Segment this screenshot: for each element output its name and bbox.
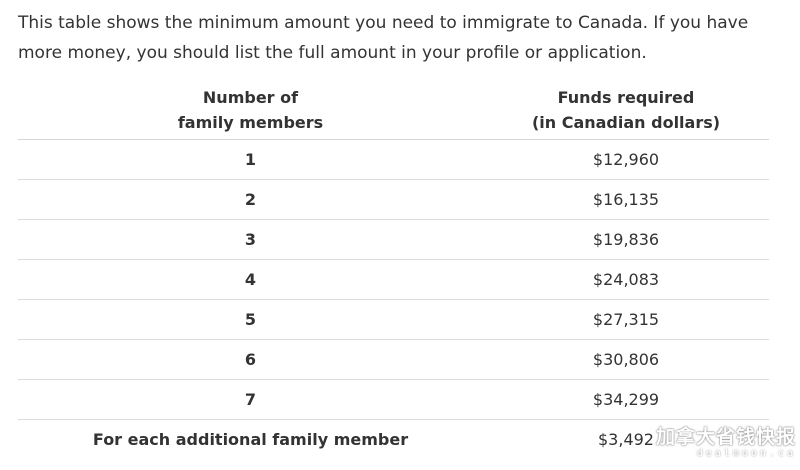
header-family-members-line1: Number of	[202, 88, 299, 107]
family-members-cell: 2	[18, 179, 483, 220]
funds-table: Number of family members Funds required …	[18, 81, 769, 459]
funds-required-cell: $27,315	[483, 299, 769, 340]
table-row: 1 $12,960	[18, 139, 769, 180]
funds-required-cell: $34,299	[483, 379, 769, 420]
family-members-cell: 5	[18, 299, 483, 340]
family-members-cell: 6	[18, 339, 483, 380]
header-funds-required-line2: (in Canadian dollars)	[531, 113, 721, 132]
header-family-members: Number of family members	[18, 81, 483, 140]
family-members-cell: 7	[18, 379, 483, 420]
table-row: 3 $19,836	[18, 219, 769, 260]
header-funds-required: Funds required (in Canadian dollars)	[483, 81, 769, 140]
table-row: 7 $34,299	[18, 379, 769, 420]
family-members-cell: 3	[18, 219, 483, 260]
intro-text: This table shows the minimum amount you …	[18, 13, 749, 63]
table-row: 6 $30,806	[18, 339, 769, 380]
funds-required-cell: $16,135	[483, 179, 769, 220]
funds-required-cell: $30,806	[483, 339, 769, 380]
table-header-row: Number of family members Funds required …	[18, 81, 769, 140]
header-family-members-line2: family members	[177, 113, 324, 132]
table-row-additional-member: For each additional family member $3,492	[18, 420, 769, 460]
family-members-cell: 4	[18, 259, 483, 300]
additional-member-funds: $3,492	[598, 430, 654, 449]
funds-required-cell: $24,083	[483, 259, 769, 300]
header-funds-required-line1: Funds required	[557, 88, 695, 107]
table-row: 5 $27,315	[18, 299, 769, 340]
table-row: 4 $24,083	[18, 259, 769, 300]
funds-required-cell: $19,836	[483, 219, 769, 260]
family-members-cell: 1	[18, 139, 483, 180]
table-row: 2 $16,135	[18, 179, 769, 220]
additional-member-label: For each additional family member	[92, 430, 409, 449]
funds-required-cell: $12,960	[483, 139, 769, 180]
